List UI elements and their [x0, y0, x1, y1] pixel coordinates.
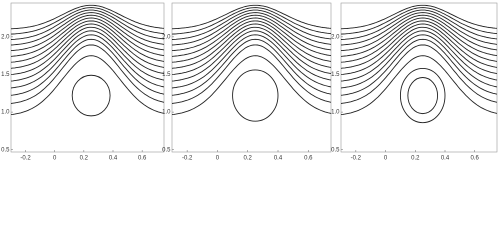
contour-line: [341, 23, 497, 69]
contour-line: [172, 23, 331, 69]
contour-line: [11, 30, 164, 82]
contour-line: [11, 4, 164, 30]
contour-line: [172, 9, 331, 40]
contour-line: [341, 55, 497, 116]
y-tick-label: 2.0: [1, 34, 10, 40]
contour-line: [11, 26, 164, 76]
x-tick-label: 0.6: [304, 156, 313, 162]
contour-line: [11, 20, 164, 63]
contour-line: [172, 12, 331, 46]
x-tick-label: -0.2: [182, 156, 193, 162]
y-tick-label: 1.0: [331, 110, 340, 116]
contour-line: [341, 38, 497, 96]
contour-line: [172, 20, 331, 63]
plot-frame: [171, 2, 332, 153]
y-tick-label: 1.0: [162, 110, 171, 116]
contour-line: [172, 44, 331, 104]
contour-line: [341, 14, 497, 52]
x-tick-label: 0: [216, 156, 220, 162]
contour-line: [341, 34, 497, 89]
x-tick-label: 0.2: [80, 156, 89, 162]
y-tick-label: 2.0: [162, 34, 171, 40]
y-tick-label: 0.5: [1, 147, 10, 153]
x-tick-label: 0.6: [138, 156, 147, 162]
contour-line: [341, 44, 497, 104]
contour-line: [11, 7, 164, 35]
x-tick-label: 0.2: [244, 156, 253, 162]
contours: [341, 4, 497, 124]
y-tick-label: 0.5: [331, 147, 340, 153]
y-tick-label: 1.0: [1, 110, 10, 116]
x-tick-label: -0.2: [20, 156, 31, 162]
contour-line: [11, 12, 164, 46]
x-tick-label: -0.2: [351, 156, 362, 162]
contour-line: [172, 4, 331, 30]
x-tick-label: 0.4: [441, 156, 450, 162]
contours: [11, 4, 164, 117]
contour-line: [11, 55, 164, 116]
contour-line: [341, 17, 497, 57]
figure: 0.5 1.0 1.5 2.0 -0.2 0 0.2 0.4 0.6 0.5 1.0 1.5 2.0 -0…: [1, 2, 498, 162]
y-tick-label: 1.5: [162, 72, 171, 78]
y-tick-label: 0.5: [162, 147, 171, 153]
contour-line: [11, 44, 164, 104]
contour-line: [11, 17, 164, 57]
contour-line: [341, 26, 497, 76]
x-tick-label: 0: [384, 156, 388, 162]
x-tick-label: 0.4: [109, 156, 118, 162]
x-tick-label: 0.2: [411, 156, 420, 162]
contour-line: [172, 30, 331, 82]
contour-line: [172, 38, 331, 96]
contours: [172, 4, 331, 122]
contour-line: [341, 20, 497, 63]
contour-line: [172, 14, 331, 52]
contour-oval: [399, 68, 446, 124]
contour-line: [341, 7, 497, 35]
contour-line: [11, 38, 164, 96]
contour-line: [11, 14, 164, 52]
x-tick-label: 0.4: [274, 156, 283, 162]
contour-line: [11, 23, 164, 69]
x-tick-label: 0: [53, 156, 57, 162]
contour-line: [341, 4, 497, 30]
contour-line: [172, 7, 331, 35]
contour-oval: [232, 69, 279, 122]
contour-line: [172, 34, 331, 89]
contour-line: [11, 34, 164, 89]
contour-line: [172, 55, 331, 116]
contour-line: [341, 30, 497, 82]
x-tick-label: 0.6: [471, 156, 480, 162]
contour-line: [11, 9, 164, 40]
contour-oval: [71, 74, 111, 117]
plot-frame: [340, 2, 498, 153]
contour-line: [341, 12, 497, 46]
y-tick-label: 1.5: [1, 72, 10, 78]
contour-line: [341, 9, 497, 40]
contour-line: [172, 26, 331, 76]
plot-frame: [10, 2, 165, 153]
y-tick-label: 1.5: [331, 72, 340, 78]
y-tick-label: 2.0: [331, 34, 340, 40]
contour-oval: [407, 77, 439, 115]
contour-line: [172, 17, 331, 57]
